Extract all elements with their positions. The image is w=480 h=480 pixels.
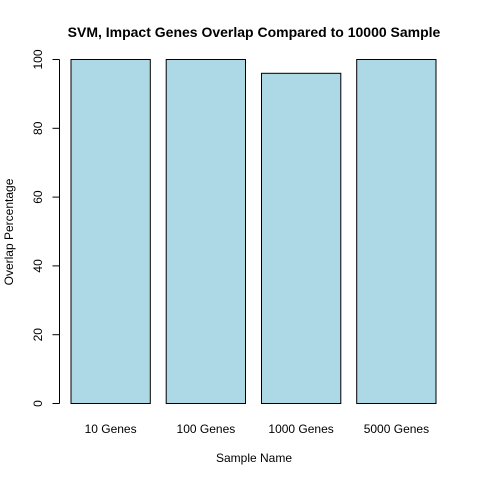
x-tick-label: 10 Genes xyxy=(85,422,137,436)
x-tick-label: 1000 Genes xyxy=(268,422,333,436)
y-axis: 0 20 40 60 80 100 xyxy=(31,49,60,407)
y-tick-label: 100 xyxy=(31,49,45,69)
bars xyxy=(70,59,437,405)
bar xyxy=(356,59,437,404)
y-axis-label: Overlap Percentage xyxy=(2,178,16,285)
bar xyxy=(261,72,342,405)
y-tick-label: 60 xyxy=(31,190,45,204)
x-tick-label: 100 Genes xyxy=(177,422,236,436)
x-axis-label: Sample Name xyxy=(216,451,292,465)
x-tick-labels: 10 Genes 100 Genes 1000 Genes 5000 Genes xyxy=(85,422,430,436)
bar xyxy=(165,59,246,404)
y-tick-label: 40 xyxy=(31,259,45,273)
chart-title: SVM, Impact Genes Overlap Compared to 10… xyxy=(68,24,441,40)
y-tick-label: 80 xyxy=(31,121,45,135)
bar xyxy=(70,59,151,404)
y-tick-label: 20 xyxy=(31,328,45,342)
x-tick-label: 5000 Genes xyxy=(364,422,429,436)
y-tick-label: 0 xyxy=(31,400,45,407)
